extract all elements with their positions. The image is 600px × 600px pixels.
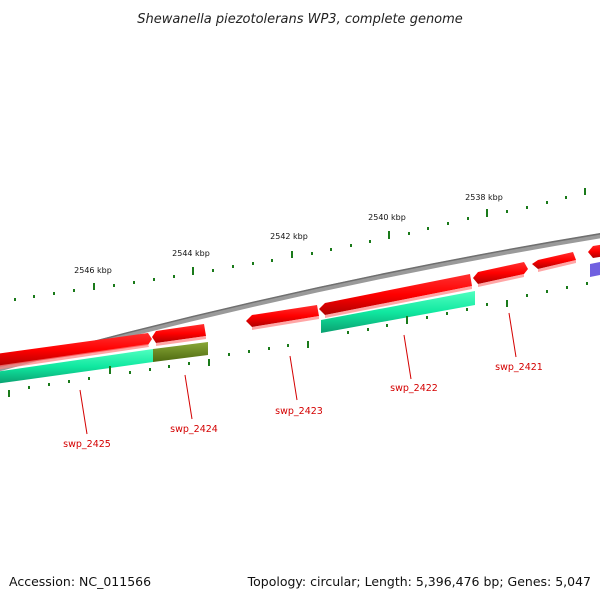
gene-label-leaders: [79, 312, 517, 435]
scale-label-2544: 2544 kbp: [172, 249, 210, 258]
gene-arrow: [252, 316, 319, 330]
feature-track: [0, 262, 600, 384]
feature-block: [0, 349, 153, 384]
gene-arrow: [0, 344, 149, 370]
scale-label-2546: 2546 kbp: [74, 266, 112, 275]
gene-arrow: [532, 252, 576, 269]
gene-arrow: [246, 305, 319, 327]
gene-arrow: [473, 262, 528, 284]
gene-arrow: [152, 324, 206, 343]
scale-label-2538: 2538 kbp: [465, 193, 503, 202]
gene-label-swp-2421[interactable]: swp_2421: [495, 362, 543, 373]
inner-scale-ticks: [8, 282, 588, 397]
gene-label-swp-2423[interactable]: swp_2423: [275, 406, 323, 417]
accession-text: Accession: NC_011566: [9, 574, 151, 589]
scale-label-2542: 2542 kbp: [270, 232, 308, 241]
gene-arrow: [538, 260, 576, 272]
genome-summary-text: Topology: circular; Length: 5,396,476 bp…: [247, 574, 591, 589]
genome-title: Shewanella piezotolerans WP3, complete g…: [137, 12, 463, 27]
feature-block: [590, 262, 600, 277]
gene-arrow: [478, 274, 524, 287]
feature-block: [153, 342, 208, 362]
outer-scale-ticks: [14, 188, 586, 301]
feature-block: [321, 291, 475, 333]
forward-gene-track: [0, 244, 600, 370]
gene-label-swp-2425[interactable]: swp_2425: [63, 439, 111, 450]
gene-arrow: [588, 244, 600, 258]
gene-label-swp-2422[interactable]: swp_2422: [390, 383, 438, 394]
scale-label-2540: 2540 kbp: [368, 213, 406, 222]
gene-arrow: [156, 336, 206, 346]
gene-arrow: [319, 274, 472, 315]
gene-arrow: [325, 286, 472, 318]
gene-arrow: [0, 333, 152, 367]
gene-label-swp-2424[interactable]: swp_2424: [170, 424, 218, 435]
